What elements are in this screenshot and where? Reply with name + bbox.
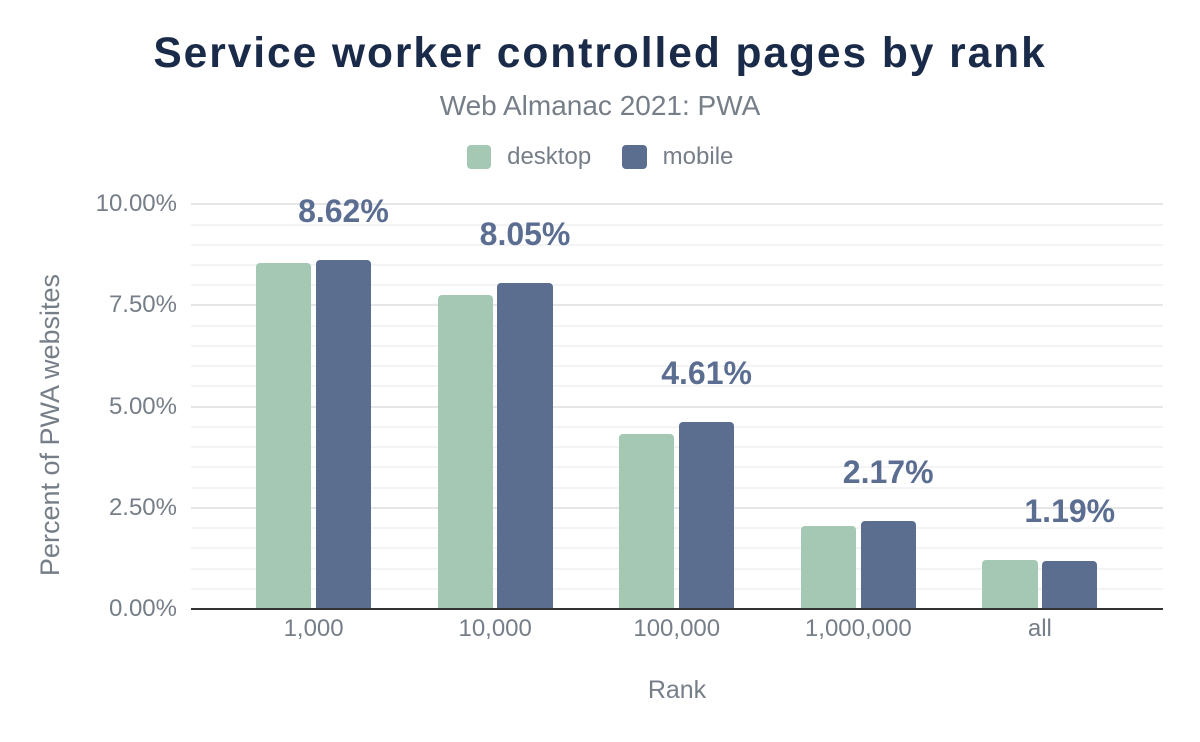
chart-title: Service worker controlled pages by rank xyxy=(153,30,1047,77)
y-tick-label: 0.00% xyxy=(108,595,177,622)
bar-desktop-1000000 xyxy=(800,526,857,609)
bar-mobile-10000 xyxy=(497,283,553,609)
x-tick-label: 10,000 xyxy=(458,615,532,643)
bar-desktop-10000 xyxy=(437,294,493,609)
value-label: 1.19% xyxy=(1024,493,1116,530)
gridline-minor xyxy=(191,264,1163,266)
y-tick-label: 10.00% xyxy=(95,190,177,218)
gridline-minor xyxy=(191,324,1163,327)
legend-swatch-mobile-icon xyxy=(622,145,647,169)
y-tick-label: 5.00% xyxy=(108,392,177,420)
legend-item-desktop: desktop xyxy=(466,143,592,171)
legend-swatch-desktop-icon xyxy=(466,145,492,169)
x-tick-label: 1,000,000 xyxy=(804,615,912,643)
gridline-minor xyxy=(191,486,1163,489)
x-tick-label: 1,000 xyxy=(283,615,344,643)
y-tick-label: 7.50% xyxy=(108,291,177,319)
gridline-minor xyxy=(191,567,1163,570)
gridline-major xyxy=(191,203,1163,206)
bar-mobile-1000 xyxy=(315,260,372,609)
x-axis-line xyxy=(191,608,1163,610)
legend-label-desktop: desktop xyxy=(507,143,592,170)
gridline-minor xyxy=(191,446,1163,449)
gridline-minor xyxy=(191,466,1163,469)
gridline-minor xyxy=(191,385,1163,388)
value-label: 2.17% xyxy=(842,453,934,490)
bar-mobile-100000 xyxy=(679,422,735,609)
bar-mobile-1000000 xyxy=(860,521,916,609)
bar-desktop-all xyxy=(982,560,1038,609)
value-label: 8.62% xyxy=(298,192,389,229)
gridline-minor xyxy=(191,425,1163,428)
gridline-minor xyxy=(191,365,1163,368)
legend: desktop mobile xyxy=(0,143,1200,171)
gridline-minor xyxy=(191,284,1163,287)
gridline-minor xyxy=(191,243,1163,246)
x-tick-label: all xyxy=(1027,615,1052,643)
bar-desktop-1000 xyxy=(256,262,312,609)
gridline-major xyxy=(191,506,1163,509)
gridline-minor xyxy=(191,527,1163,530)
y-tick-label: 2.50% xyxy=(108,493,177,521)
legend-item-mobile: mobile xyxy=(622,143,733,171)
gridline-major xyxy=(191,304,1163,307)
legend-label-mobile: mobile xyxy=(662,143,734,170)
bar-desktop-100000 xyxy=(619,433,675,609)
chart-subtitle: Web Almanac 2021: PWA xyxy=(439,89,761,121)
value-label: 4.61% xyxy=(661,354,752,391)
gridline-minor xyxy=(191,344,1163,347)
x-axis-title: Rank xyxy=(647,676,707,704)
x-tick-label: 100,000 xyxy=(633,615,721,643)
gridline-minor xyxy=(191,223,1163,226)
gridline-minor xyxy=(191,547,1163,550)
gridline-major xyxy=(191,405,1163,408)
gridline-minor xyxy=(191,587,1163,590)
bar-mobile-all xyxy=(1042,560,1098,609)
value-label: 8.05% xyxy=(479,215,571,252)
